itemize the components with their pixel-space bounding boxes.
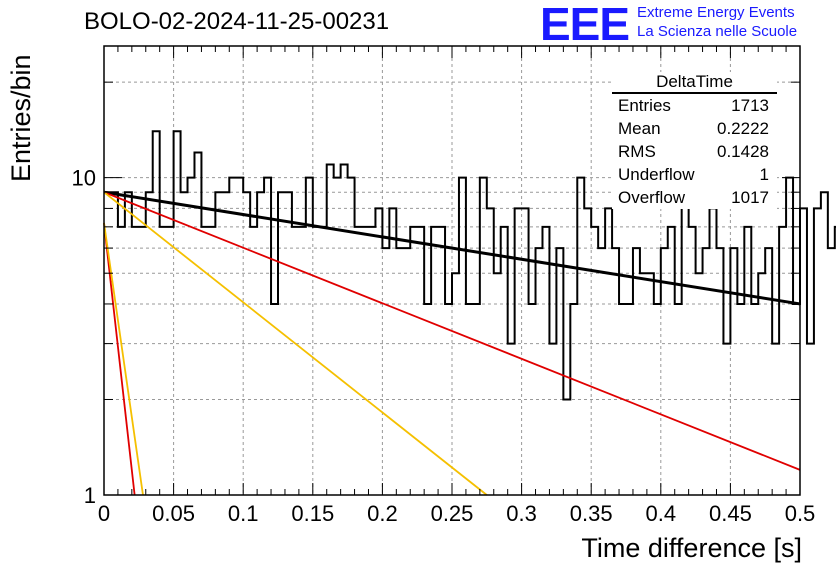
y-tick-label: 10 [72, 166, 96, 191]
stats-value: 0.2222 [717, 119, 769, 138]
stats-row-underflow: Underflow 1 [612, 163, 777, 186]
stats-label: Mean [618, 119, 661, 138]
x-tick-label: 0.15 [291, 501, 334, 526]
x-tick-label: 0.1 [228, 501, 259, 526]
fit-line [103, 222, 144, 496]
chart-title: BOLO-02-2024-11-25-00231 [84, 8, 390, 35]
stats-box: DeltaTime Entries 1713 Mean 0.2222 RMS 0… [612, 72, 777, 209]
x-tick-label: 0.2 [367, 501, 398, 526]
x-tick-label: 0 [98, 501, 110, 526]
stats-label: Underflow [618, 165, 695, 184]
stats-title: DeltaTime [612, 72, 777, 94]
stats-row-rms: RMS 0.1428 [612, 140, 777, 163]
x-tick-label: 0.05 [152, 501, 195, 526]
logo-line-2: La Scienza nelle Scuole [637, 23, 798, 40]
stats-label: Overflow [618, 188, 686, 207]
histogram-outline [104, 130, 836, 401]
x-tick-label: 0.5 [785, 501, 816, 526]
y-tick-label: 1 [84, 483, 96, 508]
stats-value: 1 [759, 165, 769, 184]
eee-logo: EEE [540, 0, 630, 50]
x-tick-label: 0.4 [646, 501, 677, 526]
fit-line [103, 191, 801, 471]
stats-row-entries: Entries 1713 [612, 94, 777, 117]
x-tick-label: 0.25 [431, 501, 474, 526]
stats-row-overflow: Overflow 1017 [612, 186, 777, 209]
stats-value: 0.1428 [717, 142, 769, 161]
x-tick-label: 0.45 [709, 501, 752, 526]
y-axis-label: Entries/bin [6, 54, 36, 182]
x-tick-label: 0.35 [570, 501, 613, 526]
stats-value: 1017 [731, 188, 769, 207]
fit-line [103, 191, 488, 496]
stats-label: RMS [618, 142, 656, 161]
stats-value: 1713 [731, 96, 769, 115]
stats-label: Entries [618, 96, 671, 115]
fit-line [103, 190, 801, 306]
logo-line-1: Extreme Energy Events [637, 4, 795, 21]
stats-row-mean: Mean 0.2222 [612, 117, 777, 140]
x-axis-label: Time difference [s] [581, 533, 802, 563]
x-tick-label: 0.3 [506, 501, 537, 526]
fit-line [103, 222, 136, 496]
